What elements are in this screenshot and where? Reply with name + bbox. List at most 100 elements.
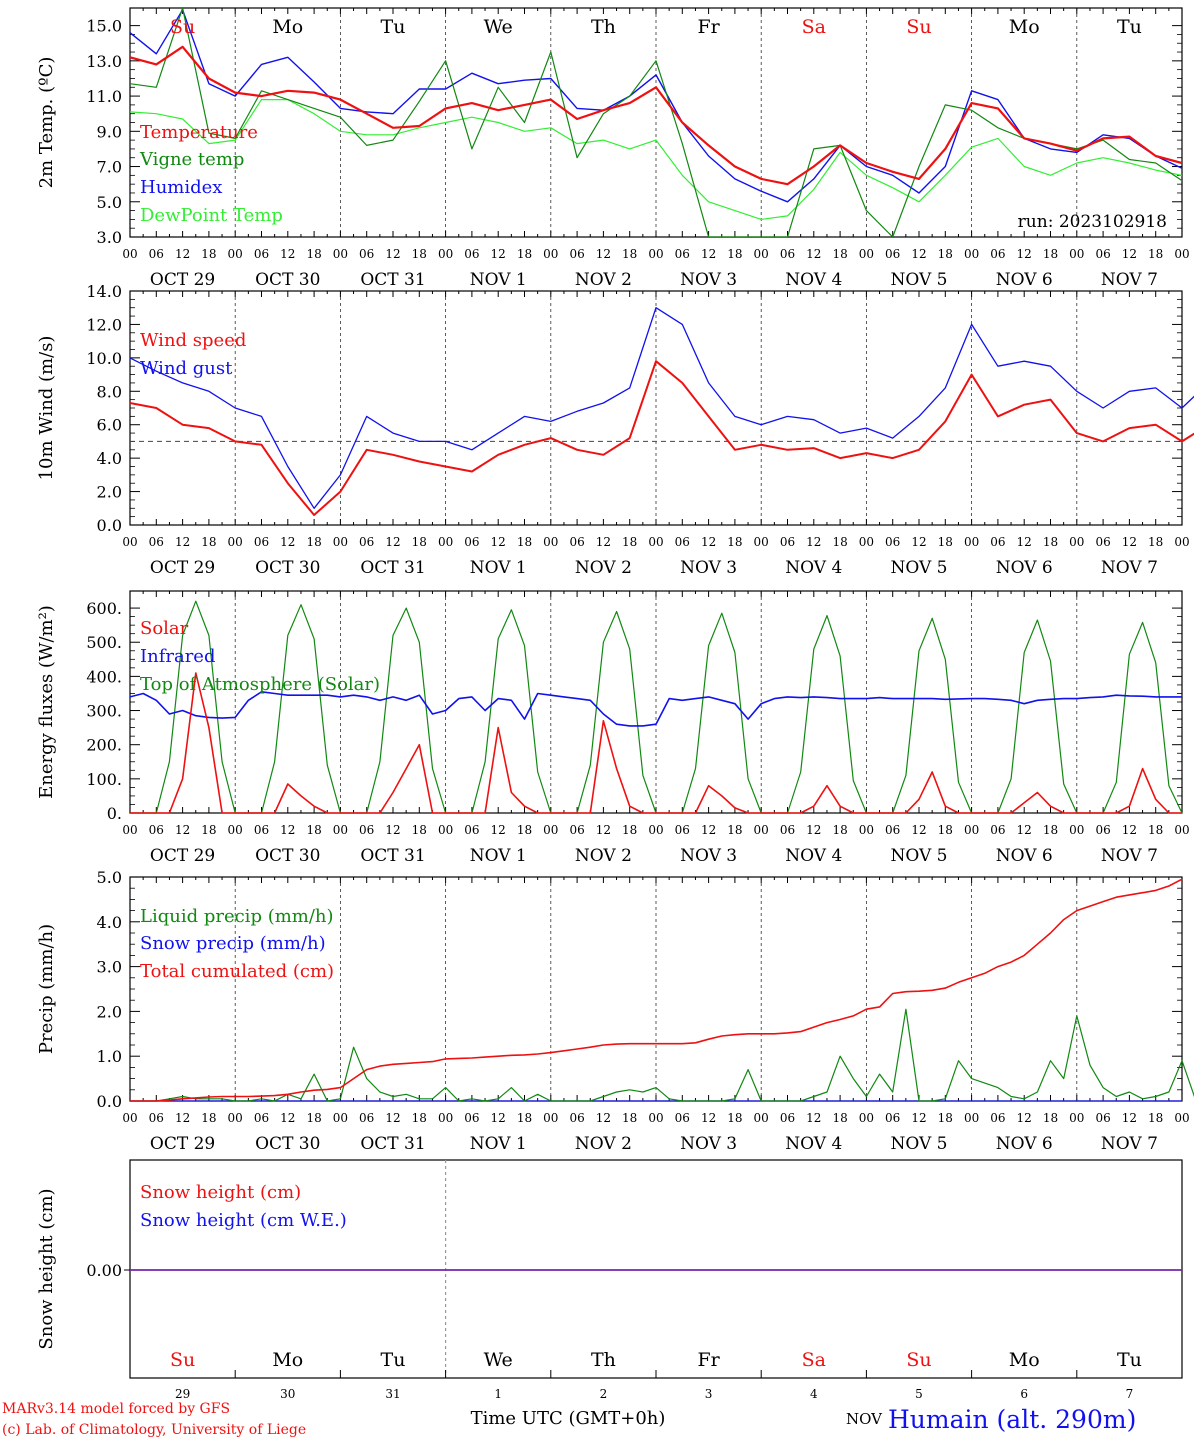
snow-day-number: 4 (810, 1387, 818, 1401)
wind-hour-label: 18 (832, 535, 847, 549)
temp-hour-label: 00 (543, 247, 558, 261)
temp-hour-label: 18 (201, 247, 216, 261)
wind-hour-label: 18 (517, 535, 532, 549)
snow-day-number: 2 (600, 1387, 608, 1401)
temp-y-tick-label: 9.0 (97, 122, 122, 141)
flux-hour-label: 18 (622, 823, 637, 837)
snow-day-name: Tu (381, 1349, 406, 1371)
temp-date-label: OCT 29 (150, 270, 215, 290)
temp-y-tick-label: 3.0 (97, 228, 122, 247)
credit-line-2: (c) Lab. of Climatology, University of L… (2, 1422, 306, 1438)
wind-hour-label: 00 (438, 535, 453, 549)
flux-y-tick-label: 500. (86, 633, 122, 652)
temp-hour-label: 00 (859, 247, 874, 261)
flux-hour-label: 00 (333, 823, 348, 837)
flux-hour-label: 18 (832, 823, 847, 837)
precip-hour-label: 12 (911, 1111, 926, 1125)
precip-hour-label: 18 (938, 1111, 953, 1125)
flux-hour-label: 00 (122, 823, 137, 837)
wind-hour-label: 18 (622, 535, 637, 549)
flux-series-infrared (129, 690, 1182, 727)
precip-date-label: NOV 4 (785, 1134, 842, 1154)
wind-hour-label: 06 (359, 535, 374, 549)
flux-date-label: NOV 7 (1101, 846, 1158, 866)
temp-hour-label: 18 (306, 247, 321, 261)
precip-hour-label: 18 (306, 1111, 321, 1125)
wind-hour-label: 00 (964, 535, 979, 549)
flux-hour-label: 00 (859, 823, 874, 837)
flux-y-tick-label: 400. (86, 667, 122, 686)
snow-day-name: Fr (697, 1349, 720, 1371)
wind-hour-label: 06 (885, 535, 900, 549)
temp-hour-label: 00 (964, 247, 979, 261)
flux-hour-label: 06 (254, 823, 269, 837)
wind-hour-label: 00 (648, 535, 663, 549)
flux-y-tick-label: 100. (86, 770, 122, 789)
precip-series-total-cumulated-cm (130, 878, 1183, 1102)
temp-day-name: Th (591, 16, 616, 38)
flux-hour-label: 06 (885, 823, 900, 837)
temp-hour-label: 18 (938, 247, 953, 261)
flux-hour-label: 12 (911, 823, 926, 837)
temp-y-tick-label: 13.0 (86, 52, 122, 71)
precip-date-label: NOV 5 (890, 1134, 947, 1154)
precip-hour-label: 06 (780, 1111, 795, 1125)
temperature-panel: 00 06 12 18 00 06 12 18 00 06 12 18 00 06 12 18 00 06 12 18… (36, 7, 1190, 290)
wind-hour-label: 06 (254, 535, 269, 549)
wind-date-label: OCT 30 (255, 558, 320, 578)
wind-hour-label: 06 (569, 535, 584, 549)
snow-day-name: Th (591, 1349, 616, 1371)
temp-hour-label: 06 (149, 247, 164, 261)
wind-hour-label: 18 (938, 535, 953, 549)
run-label: run: 2023102918 (1018, 212, 1167, 232)
wind-hour-label: 12 (1122, 535, 1137, 549)
temp-hour-label: 06 (569, 247, 584, 261)
precip-date-label: NOV 2 (575, 1134, 632, 1154)
wind-hour-label: 00 (1069, 535, 1084, 549)
temp-hour-label: 12 (175, 247, 190, 261)
temp-hour-label: 06 (780, 247, 795, 261)
temp-hour-label: 06 (990, 247, 1005, 261)
wind-series-wind-gust (129, 307, 1194, 509)
wind-hour-label: 12 (596, 535, 611, 549)
flux-date-label: NOV 1 (470, 846, 527, 866)
temp-date-label: NOV 4 (785, 270, 842, 290)
precip-hour-label: 00 (648, 1111, 663, 1125)
precip-y-tick-label: 0.0 (97, 1092, 122, 1111)
temp-hour-label: 00 (333, 247, 348, 261)
snow-day-number: 5 (915, 1387, 923, 1401)
snow-y-tick-label: 0.00 (86, 1261, 122, 1280)
temp-hour-label: 06 (464, 247, 479, 261)
flux-hour-label: 12 (1122, 823, 1137, 837)
precip-hour-label: 06 (990, 1111, 1005, 1125)
precip-legend-entry: Liquid precip (mm/h) (140, 906, 334, 927)
temp-legend-entry: Vigne temp (139, 149, 244, 170)
snow-day-number: 7 (1126, 1387, 1134, 1401)
wind-hour-label: 00 (228, 535, 243, 549)
precipitation-panel: 00 06 12 18 00 06 12 18 00 06 12 18 00 06 12 18 00 06 12 18… (36, 868, 1194, 1154)
wind-hour-label: 06 (675, 535, 690, 549)
temp-day-name: Mo (1009, 16, 1040, 38)
snow-day-name: Tu (1117, 1349, 1142, 1371)
wind-date-label: NOV 3 (680, 558, 737, 578)
wind-hour-label: 18 (1148, 535, 1163, 549)
snow-day-number: 6 (1020, 1387, 1028, 1401)
flux-hour-label: 12 (385, 823, 400, 837)
flux-hour-label: 18 (517, 823, 532, 837)
snow-day-number: 1 (494, 1387, 502, 1401)
wind-hour-label: 06 (1095, 535, 1110, 549)
wind-y-tick-label: 0.0 (97, 516, 122, 535)
wind-date-label: NOV 2 (575, 558, 632, 578)
wind-hour-label: 06 (149, 535, 164, 549)
snow-height-panel: 0.00 Snow height (cm) Su Mo Tu We Th Fr Sa Su Mo Tu… (36, 1159, 1183, 1401)
flux-hour-label: 06 (359, 823, 374, 837)
temp-hour-label: 12 (280, 247, 295, 261)
precip-hour-label: 12 (491, 1111, 506, 1125)
snow-day-number: 31 (385, 1387, 400, 1401)
temp-hour-label: 00 (648, 247, 663, 261)
precip-hour-label: 18 (1148, 1111, 1163, 1125)
temp-hour-label: 12 (806, 247, 821, 261)
snow-day-name: Su (906, 1349, 931, 1371)
wind-hour-label: 00 (122, 535, 137, 549)
